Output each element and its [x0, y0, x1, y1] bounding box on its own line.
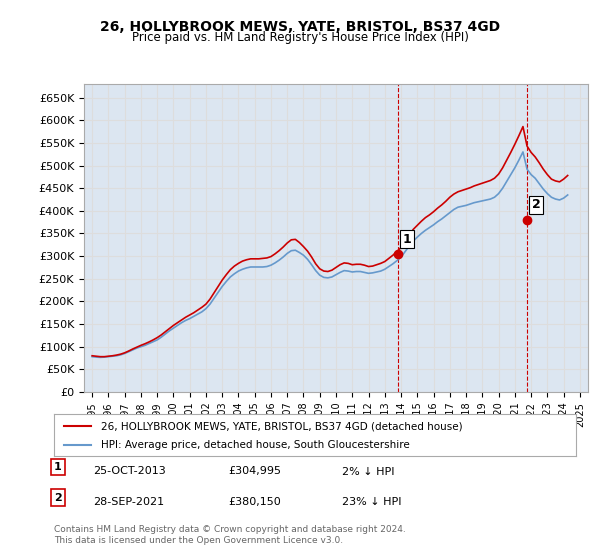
Text: £304,995: £304,995 — [228, 466, 281, 477]
Text: 2: 2 — [532, 198, 541, 212]
Text: HPI: Average price, detached house, South Gloucestershire: HPI: Average price, detached house, Sout… — [101, 440, 410, 450]
Text: 2% ↓ HPI: 2% ↓ HPI — [342, 466, 395, 477]
Text: Price paid vs. HM Land Registry's House Price Index (HPI): Price paid vs. HM Land Registry's House … — [131, 31, 469, 44]
Text: £380,150: £380,150 — [228, 497, 281, 507]
Text: 23% ↓ HPI: 23% ↓ HPI — [342, 497, 401, 507]
Text: 26, HOLLYBROOK MEWS, YATE, BRISTOL, BS37 4GD: 26, HOLLYBROOK MEWS, YATE, BRISTOL, BS37… — [100, 20, 500, 34]
Text: 25-OCT-2013: 25-OCT-2013 — [93, 466, 166, 477]
Text: 1: 1 — [54, 462, 62, 472]
Text: 1: 1 — [403, 232, 412, 245]
Text: Contains HM Land Registry data © Crown copyright and database right 2024.
This d: Contains HM Land Registry data © Crown c… — [54, 525, 406, 545]
Text: 28-SEP-2021: 28-SEP-2021 — [93, 497, 164, 507]
Text: 26, HOLLYBROOK MEWS, YATE, BRISTOL, BS37 4GD (detached house): 26, HOLLYBROOK MEWS, YATE, BRISTOL, BS37… — [101, 421, 463, 431]
Text: 2: 2 — [54, 493, 62, 503]
